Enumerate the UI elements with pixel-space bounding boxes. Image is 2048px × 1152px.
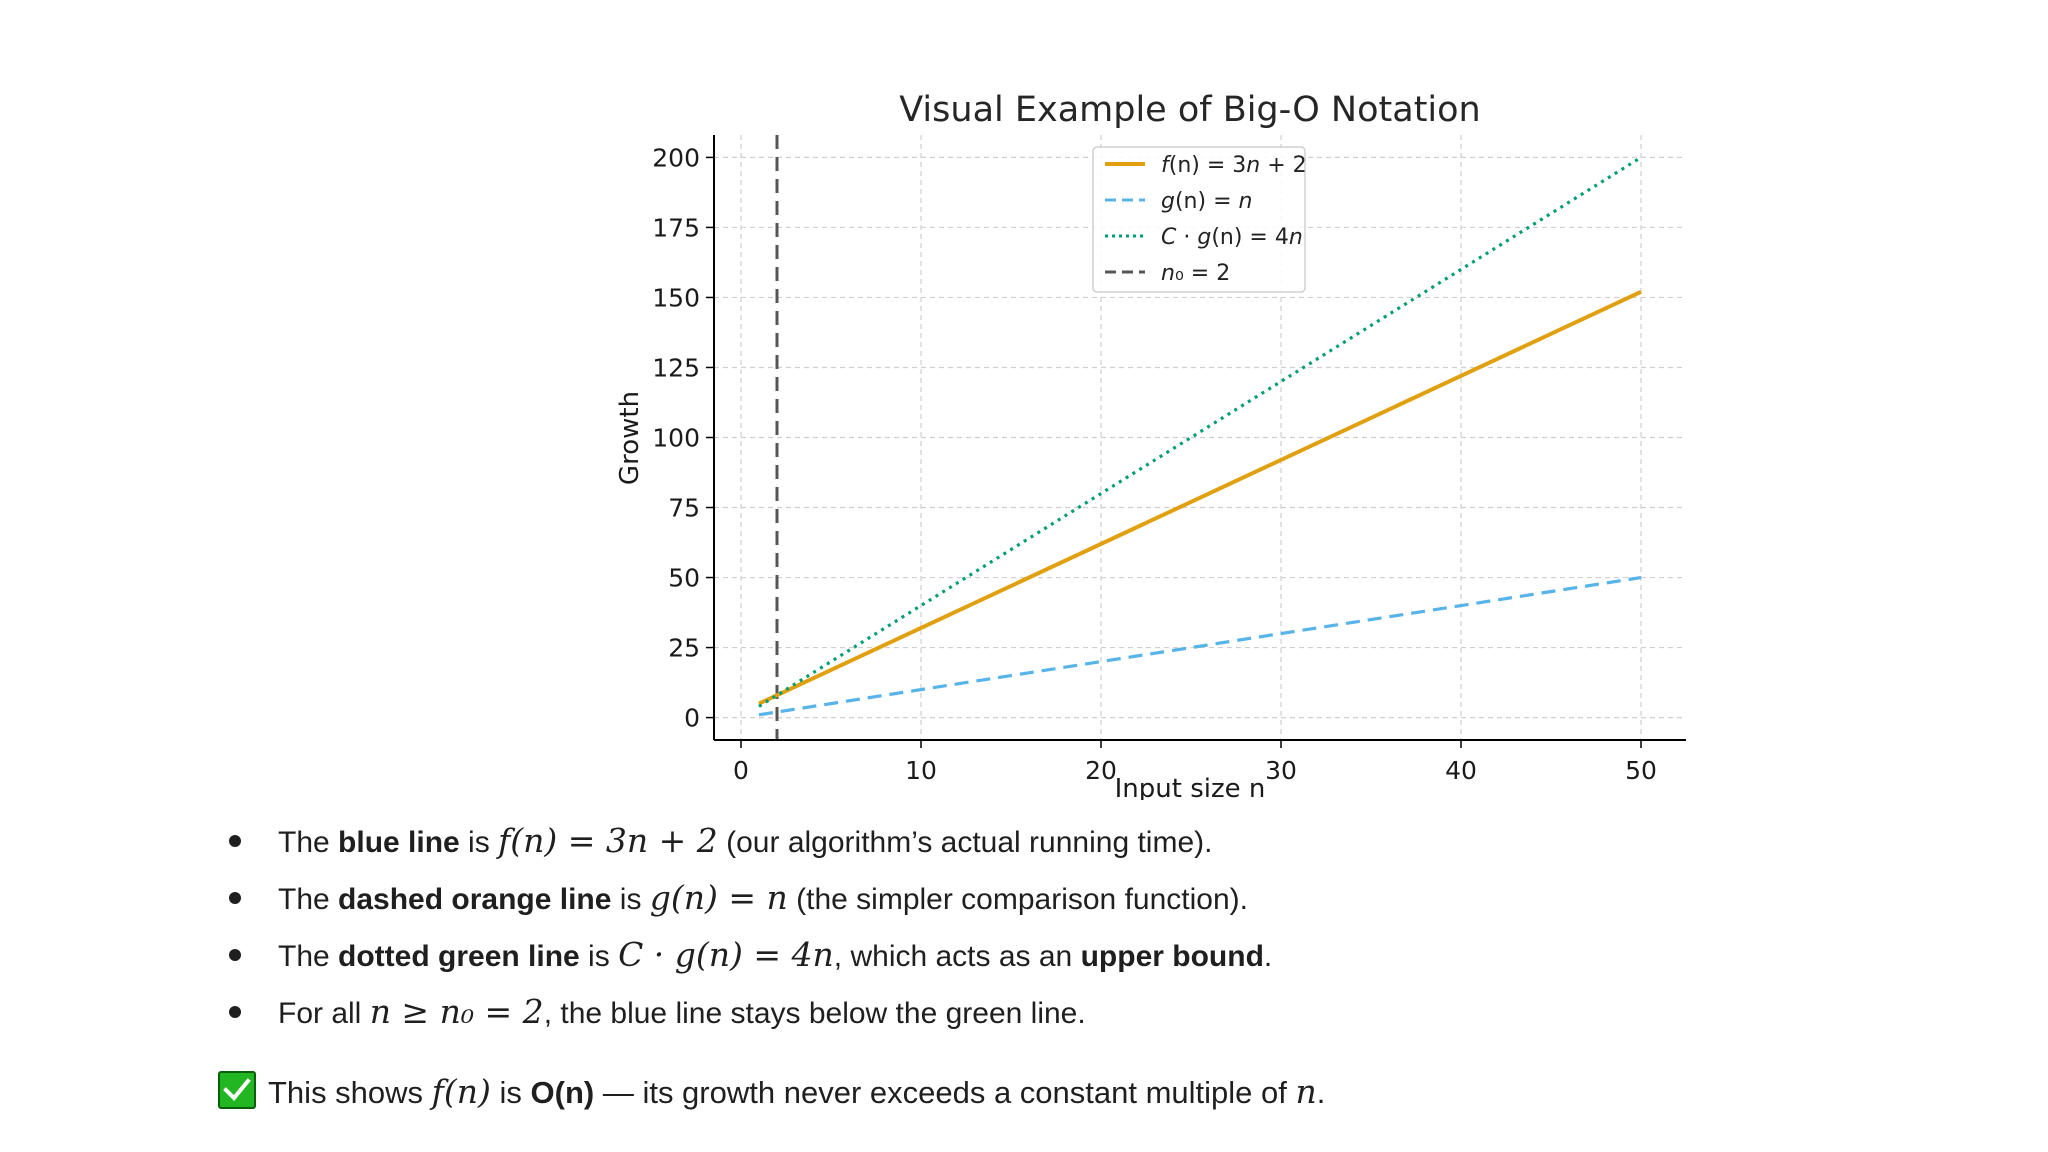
bullet-icon: [229, 892, 241, 904]
y-tick-label: 75: [668, 494, 700, 523]
legend-label: n₀ = 2: [1161, 261, 1230, 286]
legend: f(n) = 3n + 2 g(n) = n C · g(n) = 4n n₀ = 2: [1092, 146, 1307, 293]
legend-label: f(n) = 3n + 2: [1161, 153, 1307, 178]
note-math: f(n) = 3n + 2: [498, 821, 718, 860]
y-axis-label: Growth: [615, 391, 645, 485]
y-tick-label: 0: [684, 704, 700, 733]
y-tick-label: 25: [668, 634, 700, 663]
y-tick-label: 150: [652, 283, 700, 312]
note-text: The: [278, 883, 339, 916]
x-tick-label: 40: [1445, 756, 1477, 785]
x-tick-label: 30: [1265, 756, 1297, 785]
note-bold: blue line: [338, 826, 460, 859]
note-text: .: [1263, 940, 1273, 973]
series-line-2: [758, 156, 1642, 708]
x-tick-label: 50: [1625, 756, 1657, 785]
series-line-1: [758, 575, 1642, 717]
check-mark-icon: [218, 1071, 256, 1109]
conclusion-text: — its growth never exceeds a constant mu…: [594, 1075, 1296, 1110]
note-bold: dashed orange line: [338, 883, 612, 916]
note-text: The: [278, 826, 339, 859]
y-tick-label: 100: [652, 424, 700, 453]
note-text: is: [579, 940, 619, 973]
chart: 0 10 20 30 40 50 0 25 50 75 100 125 150 175 200 Visual…: [615, 90, 1686, 800]
note-text: , which acts as an: [833, 940, 1081, 973]
bullet-icon: [229, 835, 241, 847]
conclusion-text: is: [490, 1075, 531, 1110]
series-layer: [758, 156, 1642, 717]
note-text: , the blue line stays below the green li…: [543, 997, 1086, 1030]
y-tick-label: 200: [652, 143, 700, 172]
conclusion-text: .: [1316, 1075, 1326, 1110]
tick-layer: 0 10 20 30 40 50 0 25 50 75 100 125 150 175 200: [652, 143, 1657, 785]
note-text: (our algorithm’s actual running time).: [717, 826, 1213, 859]
x-tick-label: 10: [905, 756, 937, 785]
note-bold: upper bound: [1080, 940, 1264, 973]
bullet-icon: [229, 1006, 241, 1018]
y-tick-label: 50: [668, 564, 700, 593]
note-item: The dotted green line is C · g(n) = 4n, …: [218, 926, 1718, 983]
note-math: g(n) = n: [649, 878, 788, 917]
conclusion-line: This shows f(n) is O(n) — its growth nev…: [218, 1062, 1325, 1122]
bullet-icon: [229, 949, 241, 961]
note-math: C · g(n) = 4n: [618, 935, 834, 974]
x-tick-label: 0: [733, 756, 749, 785]
chart-title: Visual Example of Big-O Notation: [899, 90, 1480, 130]
conclusion-math: n: [1295, 1072, 1317, 1111]
legend-label: g(n) = n: [1161, 189, 1252, 214]
note-text: is: [459, 826, 499, 859]
conclusion-math: f(n): [431, 1072, 491, 1111]
note-bold: dotted green line: [338, 940, 580, 973]
conclusion-text: This shows: [268, 1075, 432, 1110]
note-text: is: [611, 883, 650, 916]
x-tick-label: 20: [1085, 756, 1117, 785]
note-item: The blue line is f(n) = 3n + 2 (our algo…: [218, 812, 1718, 869]
note-item: For all n ≥ n₀ = 2, the blue line stays …: [218, 983, 1718, 1040]
conclusion-bold: O(n): [530, 1075, 595, 1110]
note-text: The: [278, 940, 339, 973]
note-text: (the simpler comparison function).: [787, 883, 1248, 916]
note-item: The dashed orange line is g(n) = n (the …: [218, 869, 1718, 926]
note-math: n ≥ n₀ = 2: [369, 992, 544, 1031]
series-line-0: [758, 290, 1642, 706]
legend-label: C · g(n) = 4n: [1161, 225, 1303, 250]
y-tick-label: 175: [652, 213, 700, 242]
note-text: For all: [278, 997, 370, 1030]
x-axis-label: Input size n: [1115, 774, 1266, 800]
y-tick-label: 125: [652, 353, 700, 382]
legend-frame: [1092, 146, 1306, 293]
explanation-list: The blue line is f(n) = 3n + 2 (our algo…: [218, 812, 1718, 1040]
